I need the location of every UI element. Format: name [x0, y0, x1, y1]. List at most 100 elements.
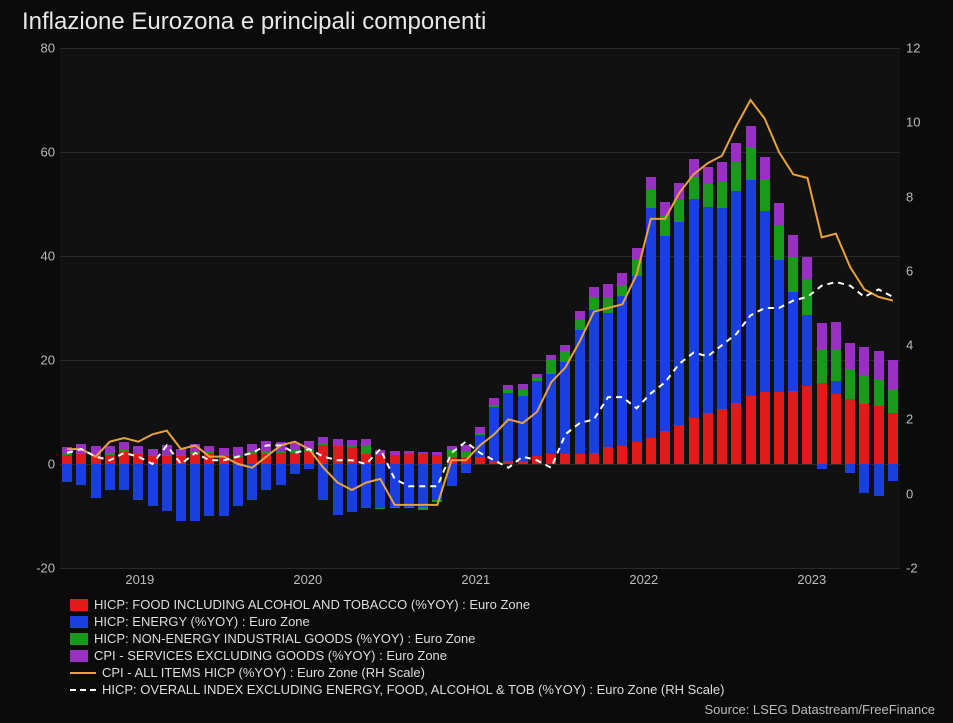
- bar-seg-services: [432, 452, 442, 455]
- bar-seg-energy: [503, 393, 513, 461]
- bar-seg-energy: [575, 330, 585, 453]
- bar-seg-food: [717, 409, 727, 464]
- bar-seg-goods: [347, 446, 357, 447]
- legend-line-marker: [70, 689, 96, 691]
- bar-group: [503, 48, 513, 568]
- bar-seg-services: [731, 143, 741, 163]
- bar-seg-goods: [859, 375, 869, 404]
- bar-seg-energy: [731, 191, 741, 403]
- bar-seg-services: [404, 451, 414, 454]
- bar-seg-goods: [760, 179, 770, 211]
- bar-seg-food: [503, 461, 513, 464]
- bar-group: [162, 48, 172, 568]
- bar-seg-goods: [546, 360, 556, 374]
- bar-seg-food: [589, 453, 599, 464]
- legend-label: HICP: ENERGY (%YOY) : Euro Zone: [94, 613, 310, 630]
- bar-seg-goods: [190, 452, 200, 454]
- bar-seg-food: [276, 453, 286, 464]
- bar-group: [133, 48, 143, 568]
- bar-seg-services: [475, 427, 485, 433]
- bar-seg-goods: [731, 162, 741, 191]
- y-tick-left: 20: [15, 353, 55, 368]
- y-tick-left: 40: [15, 249, 55, 264]
- bar-seg-food: [76, 454, 86, 464]
- bar-seg-energy: [261, 464, 271, 490]
- bar-group: [674, 48, 684, 568]
- bar-seg-energy: [717, 208, 727, 409]
- source-attribution: Source: LSEG Datastream/FreeFinance: [705, 702, 936, 717]
- legend-swatch: [70, 633, 88, 645]
- bar-group: [432, 48, 442, 568]
- y-tick-right: 10: [906, 115, 936, 130]
- x-tick: 2019: [125, 572, 154, 587]
- bar-seg-goods: [845, 369, 855, 399]
- bar-seg-energy: [674, 222, 684, 425]
- bar-group: [859, 48, 869, 568]
- bar-seg-energy: [788, 292, 798, 390]
- bar-seg-energy: [475, 435, 485, 457]
- bar-group: [176, 48, 186, 568]
- bar-seg-goods: [247, 452, 257, 454]
- bar-group: [461, 48, 471, 568]
- bar-seg-energy: [162, 464, 172, 511]
- bar-group: [575, 48, 585, 568]
- bar-seg-energy: [589, 310, 599, 453]
- legend-item: HICP: OVERALL INDEX EXCLUDING ENERGY, FO…: [70, 681, 725, 698]
- bar-seg-goods: [888, 389, 898, 413]
- bar-group: [774, 48, 784, 568]
- bar-seg-goods: [62, 454, 72, 455]
- bar-seg-goods: [333, 445, 343, 446]
- bar-seg-goods: [162, 455, 172, 457]
- bar-seg-services: [660, 202, 670, 216]
- bar-group: [304, 48, 314, 568]
- bar-seg-energy: [432, 464, 442, 500]
- bar-seg-services: [318, 437, 328, 444]
- bar-seg-energy: [404, 464, 414, 507]
- bar-seg-energy: [817, 464, 827, 469]
- bar-seg-energy: [62, 464, 72, 482]
- bar-seg-goods: [788, 257, 798, 292]
- bar-group: [105, 48, 115, 568]
- bar-seg-energy: [318, 464, 328, 500]
- bar-seg-goods: [475, 433, 485, 435]
- bar-seg-food: [845, 399, 855, 464]
- y-tick-left: 80: [15, 41, 55, 56]
- bar-seg-goods: [390, 507, 400, 509]
- bar-seg-energy: [532, 381, 542, 455]
- bar-seg-goods: [418, 507, 428, 510]
- bar-seg-goods: [219, 455, 229, 456]
- bar-group: [261, 48, 271, 568]
- bar-group: [874, 48, 884, 568]
- legend-label: HICP: FOOD INCLUDING ALCOHOL AND TOBACCO…: [94, 596, 530, 613]
- bar-seg-food: [774, 392, 784, 464]
- bar-group: [204, 48, 214, 568]
- bar-seg-energy: [290, 464, 300, 474]
- bar-seg-services: [361, 439, 371, 445]
- bar-seg-food: [746, 396, 756, 464]
- bar-seg-energy: [802, 315, 812, 386]
- bar-seg-goods: [318, 444, 328, 446]
- bar-seg-food: [859, 404, 869, 464]
- legend-item: HICP: ENERGY (%YOY) : Euro Zone: [70, 613, 725, 630]
- bar-seg-services: [703, 167, 713, 185]
- bar-group: [646, 48, 656, 568]
- legend-swatch: [70, 599, 88, 611]
- bar-seg-goods: [874, 380, 884, 406]
- y-tick-right: 8: [906, 189, 936, 204]
- bar-group: [404, 48, 414, 568]
- bar-seg-energy: [546, 374, 556, 454]
- bar-seg-goods: [560, 351, 570, 362]
- bar-seg-food: [390, 455, 400, 464]
- bar-seg-services: [831, 322, 841, 349]
- bar-seg-goods: [119, 450, 129, 452]
- bar-seg-food: [646, 438, 656, 464]
- bar-seg-food: [760, 392, 770, 464]
- bar-seg-services: [190, 444, 200, 452]
- bar-group: [489, 48, 499, 568]
- bar-seg-food: [190, 454, 200, 464]
- bar-seg-energy: [390, 464, 400, 507]
- bar-seg-goods: [575, 320, 585, 330]
- bar-seg-energy: [560, 362, 570, 454]
- bar-seg-services: [603, 284, 613, 298]
- bar-seg-energy: [91, 464, 101, 498]
